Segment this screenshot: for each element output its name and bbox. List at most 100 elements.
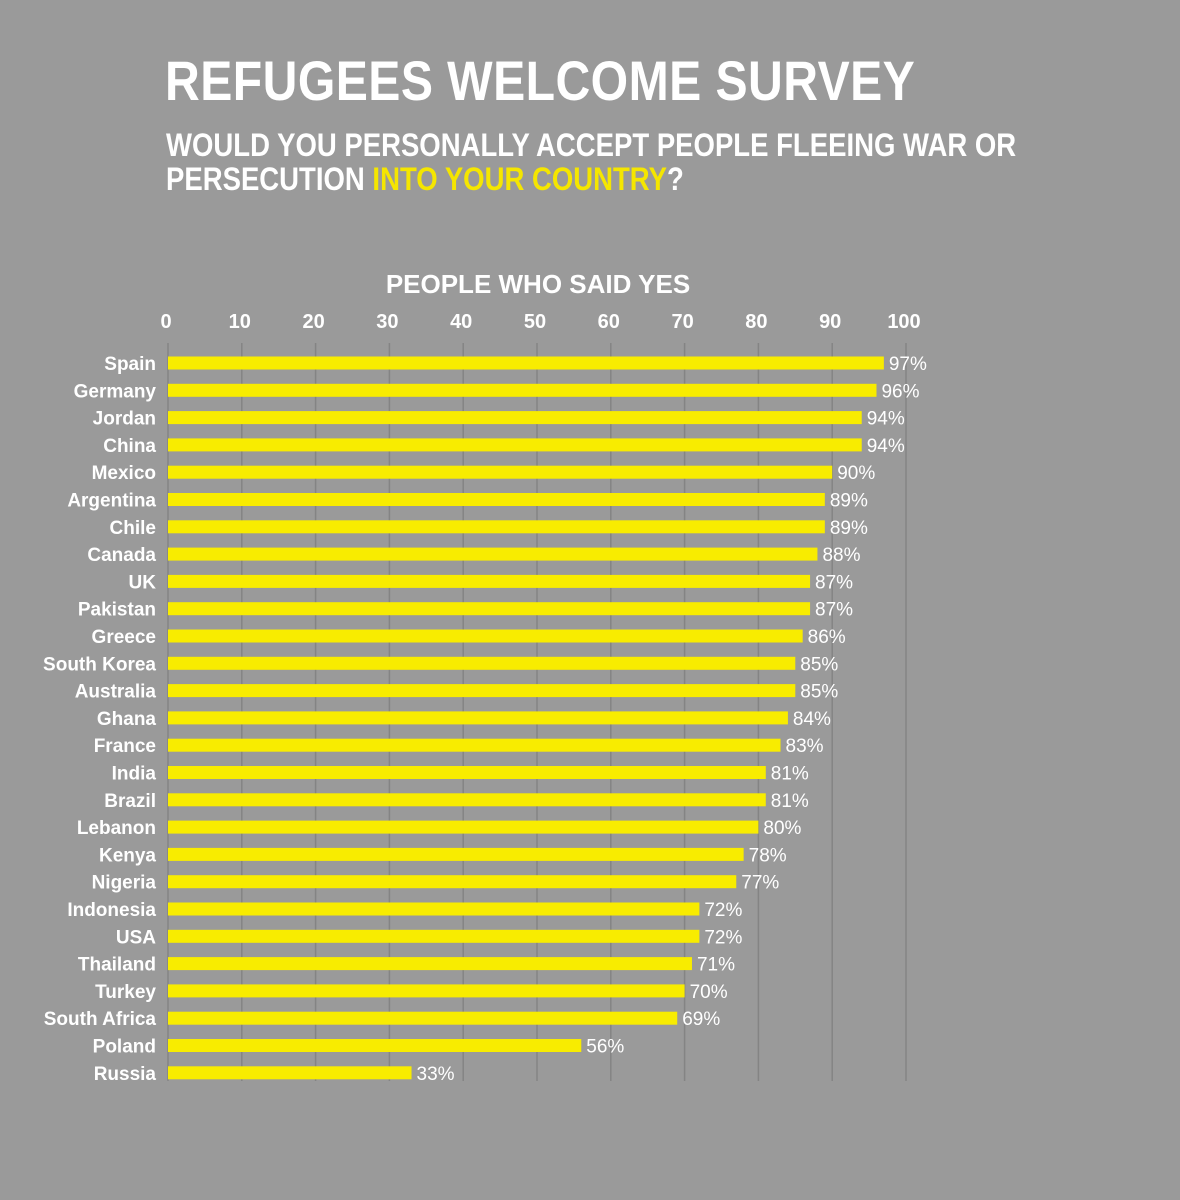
category-label: USA <box>116 927 156 948</box>
category-label: Germany <box>74 381 157 402</box>
value-label: 33% <box>417 1064 455 1085</box>
category-label: Chile <box>110 518 156 539</box>
category-label: Brazil <box>104 791 156 812</box>
bar <box>168 547 818 561</box>
bar <box>168 520 825 534</box>
value-label: 71% <box>697 955 735 976</box>
bar <box>168 847 744 861</box>
category-label: France <box>94 736 156 757</box>
bar <box>168 684 796 698</box>
subtitle-text: PERSECUTION <box>166 161 373 197</box>
category-label: Jordan <box>93 409 156 430</box>
value-label: 90% <box>837 463 875 484</box>
category-label: Nigeria <box>92 873 157 894</box>
x-tick-label: 100 <box>887 311 920 333</box>
value-label: 85% <box>800 654 838 675</box>
bar <box>168 793 766 807</box>
value-label: 85% <box>800 682 838 703</box>
bar <box>168 1066 412 1080</box>
bar <box>168 929 700 943</box>
category-label: Australia <box>75 682 157 703</box>
value-labels: 97% 96% 94% 94% 90% 89% 89% 88% 87% 87% 86% 85% 85% 8… <box>417 354 927 1085</box>
x-tick-label: 60 <box>598 311 620 333</box>
x-tick-label: 50 <box>524 311 546 333</box>
x-tick-label: 80 <box>745 311 767 333</box>
bar <box>168 711 788 725</box>
value-label: 84% <box>793 709 831 730</box>
x-axis-title: PEOPLE WHO SAID YES <box>386 269 690 299</box>
subtitle-question-mark: ? <box>667 161 684 197</box>
bar <box>168 957 692 971</box>
category-label: Thailand <box>78 955 156 976</box>
chart-title: REFUGEES WELCOME SURVEY <box>165 49 916 112</box>
bar <box>168 356 884 370</box>
bar <box>168 629 803 643</box>
category-label: Greece <box>92 627 156 648</box>
bar <box>168 902 700 916</box>
value-label: 96% <box>881 381 919 402</box>
bar <box>168 738 781 752</box>
x-tick-label: 10 <box>229 311 251 333</box>
bar <box>168 820 759 834</box>
category-label: India <box>112 764 157 785</box>
category-label: Russia <box>94 1064 157 1085</box>
bar <box>168 465 833 479</box>
category-label: South Korea <box>43 654 156 675</box>
bar <box>168 493 825 506</box>
value-label: 72% <box>704 927 742 948</box>
bar <box>168 411 862 425</box>
bar <box>168 438 862 452</box>
bar <box>168 656 796 670</box>
x-tick-label: 70 <box>671 311 693 333</box>
value-label: 70% <box>690 982 728 1003</box>
value-label: 81% <box>771 764 809 785</box>
value-label: 78% <box>749 845 787 866</box>
bar <box>168 574 811 588</box>
value-label: 86% <box>808 627 846 648</box>
category-label: Mexico <box>92 463 156 484</box>
bars <box>168 356 884 1080</box>
value-label: 89% <box>830 491 868 512</box>
x-tick-label: 40 <box>450 311 472 333</box>
x-axis-ticks: 0 10 20 30 40 50 60 70 80 90 100 <box>160 311 920 333</box>
value-label: 94% <box>867 409 905 430</box>
x-tick-label: 20 <box>302 311 324 333</box>
value-label: 94% <box>867 436 905 457</box>
bar <box>168 1039 582 1052</box>
bar <box>168 602 811 616</box>
category-label: Spain <box>104 354 156 375</box>
category-labels: Spain Germany Jordan China Mexico Argentina Ch… <box>43 354 156 1085</box>
bar <box>168 766 766 779</box>
category-label: Lebanon <box>77 818 156 839</box>
value-label: 72% <box>704 900 742 921</box>
bar <box>168 984 685 998</box>
bar <box>168 1011 678 1025</box>
value-label: 89% <box>830 518 868 539</box>
bar <box>168 875 737 889</box>
category-label: Canada <box>87 545 156 566</box>
value-label: 77% <box>741 873 779 894</box>
category-label: Ghana <box>97 709 157 730</box>
subtitle-line-1: WOULD YOU PERSONALLY ACCEPT PEOPLE FLEEI… <box>166 127 1017 163</box>
category-label: South Africa <box>44 1009 157 1030</box>
value-label: 81% <box>771 791 809 812</box>
value-label: 88% <box>822 545 860 566</box>
subtitle-highlight: INTO YOUR COUNTRY <box>372 161 668 197</box>
value-label: 56% <box>586 1037 624 1058</box>
value-label: 97% <box>889 354 927 375</box>
x-tick-label: 30 <box>376 311 398 333</box>
value-label: 87% <box>815 572 853 593</box>
value-label: 80% <box>763 818 801 839</box>
category-label: Indonesia <box>67 900 156 921</box>
value-label: 87% <box>815 600 853 621</box>
chart-subtitle: WOULD YOU PERSONALLY ACCEPT PEOPLE FLEEI… <box>166 128 1016 196</box>
category-label: Argentina <box>67 491 156 512</box>
category-label: UK <box>129 572 157 593</box>
category-label: Turkey <box>95 982 156 1003</box>
x-tick-label: 0 <box>160 311 171 333</box>
subtitle-line-2: PERSECUTION INTO YOUR COUNTRY? <box>166 162 1016 196</box>
category-label: Pakistan <box>78 600 156 621</box>
category-label: China <box>103 436 156 457</box>
value-label: 69% <box>682 1009 720 1030</box>
